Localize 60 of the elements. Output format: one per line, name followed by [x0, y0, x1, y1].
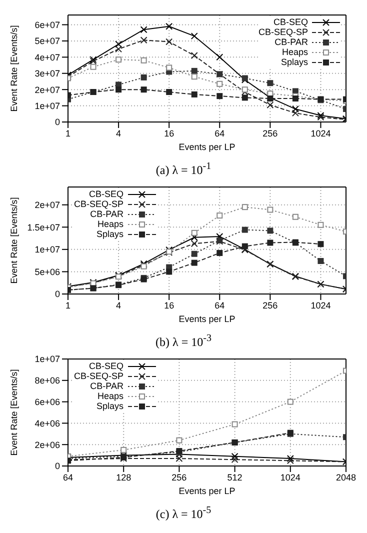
y-tick-label: 0 [54, 461, 60, 472]
x-tick-label: 4 [116, 128, 122, 138]
y-tick-label: 2e+06 [34, 440, 60, 450]
legend-label: Heaps [98, 219, 124, 229]
legend-label: CB-PAR [90, 381, 124, 391]
x-tick-label: 1024 [310, 128, 331, 138]
x-tick-label: 256 [172, 472, 187, 482]
x-axis-title: Events per LP [178, 314, 236, 324]
y-tick-label: 2e+07 [34, 84, 60, 95]
legend-label: Splays [96, 401, 124, 411]
x-tick-label: 1 [65, 128, 71, 138]
x-tick-label: 128 [116, 472, 132, 482]
legend-label: Heaps [282, 47, 308, 57]
legend-label: Heaps [98, 391, 124, 401]
legend-label: CB-PAR [90, 209, 124, 219]
y-axis-title: Event Rate [Events/s] [9, 369, 20, 456]
y-tick-label: 1e+07 [34, 100, 60, 111]
x-tick-label: 256 [262, 128, 278, 138]
y-tick-label: 6e+06 [34, 396, 60, 407]
y-tick-label: 4e+06 [34, 418, 60, 428]
x-tick-label: 512 [227, 472, 242, 482]
x-tick-label: 2048 [336, 472, 356, 482]
text: (b) λ = 10$^{-3}$ [154, 332, 212, 351]
x-tick-label: 1024 [310, 300, 331, 310]
legend-label: CB-SEQ [89, 189, 124, 199]
y-tick-label: 3e+07 [34, 68, 60, 79]
y-axis-title: Event Rate [Events/s] [9, 25, 20, 112]
y-tick-label: 0 [54, 289, 60, 300]
x-tick-label: 4 [116, 300, 122, 310]
y-tick-label: 1.5e+07 [27, 222, 60, 232]
text: (a) λ = 10$^{-1}$ [154, 160, 212, 179]
x-tick-label: 64 [214, 300, 225, 310]
x-tick-label: 256 [262, 300, 278, 310]
legend-label: CB-SEQ [273, 17, 308, 27]
y-axis-title: Event Rate [Events/s] [9, 197, 20, 284]
y-tick-label: 4e+07 [34, 52, 60, 62]
x-tick-label: 1024 [280, 472, 300, 482]
y-tick-label: 5e+06 [34, 266, 60, 277]
y-tick-label: 5e+07 [34, 36, 60, 46]
text: (c) λ = 10$^{-5}$ [154, 504, 212, 523]
x-tick-label: 64 [214, 128, 225, 138]
legend-label: CB-SEQ-SP [74, 199, 124, 209]
y-tick-label: 0 [54, 117, 60, 128]
y-tick-label: 6e+07 [34, 20, 60, 30]
x-axis-title: Events per LP [178, 142, 236, 152]
x-tick-label: 64 [62, 472, 74, 482]
legend-label: Splays [96, 229, 124, 239]
y-tick-label: 1e+07 [34, 244, 60, 255]
y-tick-label: 1e+07 [34, 354, 60, 364]
legend-label: CB-PAR [274, 37, 308, 47]
x-tick-label: 16 [164, 128, 174, 138]
y-tick-label: 8e+06 [34, 376, 60, 386]
legend-label: Splays [280, 57, 308, 67]
legend-label: CB-SEQ-SP [74, 371, 124, 381]
legend-label: CB-SEQ-SP [258, 27, 308, 37]
y-tick-label: 2e+07 [34, 200, 60, 210]
x-tick-label: 1 [65, 300, 71, 310]
x-axis-title: Events per LP [178, 486, 236, 496]
legend-label: CB-SEQ [89, 361, 124, 371]
x-tick-label: 16 [164, 300, 174, 310]
